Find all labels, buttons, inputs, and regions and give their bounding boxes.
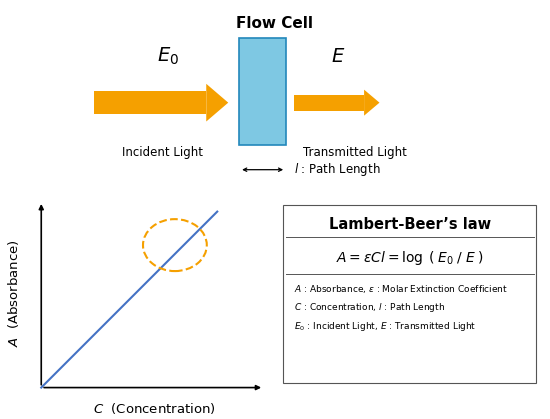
Text: Flow Cell: Flow Cell bbox=[236, 16, 314, 31]
Text: $\mathit{A}$  (Absorbance): $\mathit{A}$ (Absorbance) bbox=[6, 240, 21, 347]
Text: Transmitted Light: Transmitted Light bbox=[303, 146, 406, 160]
Text: $\mathit{A} = \varepsilon \mathit{Cl} = \log\;(\;\mathit{E_{0}}\;/\;\mathit{E}\;: $\mathit{A} = \varepsilon \mathit{Cl} = … bbox=[336, 249, 483, 266]
Text: $\mathit{l}$ : Path Length: $\mathit{l}$ : Path Length bbox=[294, 161, 381, 178]
Polygon shape bbox=[206, 84, 228, 122]
Polygon shape bbox=[364, 90, 380, 116]
Polygon shape bbox=[294, 95, 364, 111]
Text: $\mathit{C}$ : Concentration, $\mathit{l}$ : Path Length: $\mathit{C}$ : Concentration, $\mathit{l… bbox=[294, 301, 446, 315]
FancyBboxPatch shape bbox=[239, 38, 286, 145]
Text: $\mathit{C}$  (Concentration): $\mathit{C}$ (Concentration) bbox=[93, 401, 215, 416]
Polygon shape bbox=[283, 205, 536, 383]
Text: $\mathbf{\mathit{E}}$: $\mathbf{\mathit{E}}$ bbox=[331, 47, 345, 66]
Text: $\mathbf{\mathit{E_0}}$: $\mathbf{\mathit{E_0}}$ bbox=[157, 46, 179, 67]
Polygon shape bbox=[94, 91, 206, 114]
Text: Incident Light: Incident Light bbox=[122, 146, 203, 160]
Text: $\mathit{E_{0}}$ : Incident Light, $\mathit{E}$ : Transmitted Light: $\mathit{E_{0}}$ : Incident Light, $\mat… bbox=[294, 320, 477, 334]
Text: $\mathit{A}$ : Absorbance, $\varepsilon$ : Molar Extinction Coefficient: $\mathit{A}$ : Absorbance, $\varepsilon$… bbox=[294, 283, 508, 295]
Text: Lambert-Beer’s law: Lambert-Beer’s law bbox=[329, 217, 491, 232]
